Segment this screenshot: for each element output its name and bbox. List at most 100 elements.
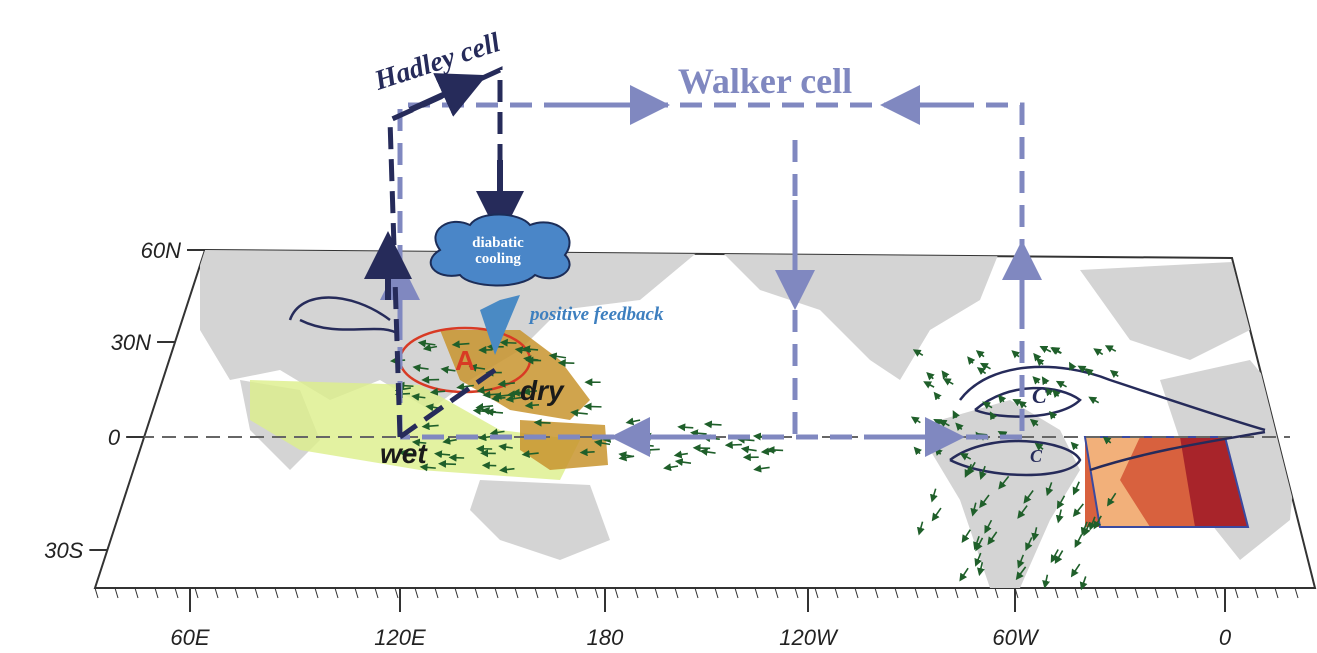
lon-label: 180 [587, 625, 624, 650]
minor-tick [1115, 588, 1118, 598]
cloud-label: cooling [475, 251, 521, 267]
minor-tick [775, 588, 778, 598]
minor-tick [275, 588, 278, 598]
minor-tick [1295, 588, 1298, 598]
minor-tick [895, 588, 898, 598]
minor-tick [415, 588, 418, 598]
wet-label: wet [380, 438, 428, 469]
minor-tick [195, 588, 198, 598]
minor-tick [955, 588, 958, 598]
cloud-label: diabatic [472, 235, 524, 251]
cyclone-label: C [1030, 446, 1043, 466]
minor-tick [1195, 588, 1198, 598]
minor-tick [435, 588, 438, 598]
minor-tick [455, 588, 458, 598]
minor-tick [735, 588, 738, 598]
wind-arrow [729, 445, 742, 446]
minor-tick [835, 588, 838, 598]
lat-label: 60N [141, 238, 181, 263]
feedback-label: positive feedback [528, 304, 664, 325]
minor-tick [1175, 588, 1178, 598]
minor-tick [695, 588, 698, 598]
minor-tick [215, 588, 218, 598]
figure: 60N30N030S 60E120E180120W60W0 diabatic c… [0, 0, 1317, 653]
lon-label: 60E [170, 625, 209, 650]
minor-tick [915, 588, 918, 598]
wind-arrow [538, 423, 551, 424]
minor-tick [515, 588, 518, 598]
minor-tick [715, 588, 718, 598]
lon-label: 120W [779, 625, 839, 650]
minor-tick [975, 588, 978, 598]
minor-tick [495, 588, 498, 598]
minor-tick [795, 588, 798, 598]
minor-tick [635, 588, 638, 598]
walker-label: Walker cell [678, 61, 852, 101]
minor-tick [1075, 588, 1078, 598]
minor-tick [855, 588, 858, 598]
minor-tick [335, 588, 338, 598]
minor-tick [375, 588, 378, 598]
minor-tick [875, 588, 878, 598]
minor-tick [355, 588, 358, 598]
lat-label: 0 [108, 425, 121, 450]
minor-tick [755, 588, 758, 598]
minor-tick [295, 588, 298, 598]
minor-tick [135, 588, 138, 598]
wind-arrow [694, 433, 707, 434]
hadley-label: Hadley cell [370, 27, 504, 97]
dry-label: dry [520, 375, 565, 406]
wind-arrow [681, 427, 693, 428]
minor-tick [1035, 588, 1038, 598]
wind-arrow [495, 398, 505, 399]
minor-tick [1095, 588, 1098, 598]
minor-tick [995, 588, 998, 598]
minor-tick [115, 588, 118, 598]
minor-tick [175, 588, 178, 598]
minor-tick [655, 588, 658, 598]
minor-tick [555, 588, 558, 598]
minor-tick [675, 588, 678, 598]
wind-arrow [501, 383, 514, 384]
minor-tick [255, 588, 258, 598]
minor-tick [1135, 588, 1138, 598]
minor-tick [575, 588, 578, 598]
lat-label: 30N [111, 330, 151, 355]
wind-arrow [438, 454, 450, 455]
minor-tick [95, 588, 98, 598]
lat-label: 30S [44, 538, 83, 563]
wind-arrow [434, 391, 445, 392]
minor-tick [315, 588, 318, 598]
wind-arrow [526, 349, 538, 350]
minor-tick [815, 588, 818, 598]
wind-arrow [765, 451, 776, 452]
minor-tick [475, 588, 478, 598]
minor-tick [595, 588, 598, 598]
wind-arrow [584, 452, 595, 453]
wind-arrow [770, 450, 783, 451]
wind-arrow [442, 464, 456, 465]
minor-tick [1255, 588, 1258, 598]
wind-arrow [486, 394, 500, 395]
minor-tick [1215, 588, 1218, 598]
minor-tick [935, 588, 938, 598]
cyclone-label: C [1032, 383, 1047, 408]
minor-tick [1275, 588, 1278, 598]
minor-tick [1235, 588, 1238, 598]
minor-tick [395, 588, 398, 598]
minor-tick [155, 588, 158, 598]
lon-label: 120E [374, 625, 426, 650]
anticyclone-label: A [455, 345, 475, 376]
wind-arrow [504, 343, 517, 344]
lon-label: 0 [1219, 625, 1232, 650]
wind-arrow [642, 445, 654, 446]
wind-arrow [708, 424, 722, 425]
minor-tick [1155, 588, 1158, 598]
wind-arrow [646, 449, 659, 450]
minor-tick [615, 588, 618, 598]
minor-tick [235, 588, 238, 598]
minor-tick [1055, 588, 1058, 598]
wind-arrow [426, 425, 439, 426]
minor-tick [535, 588, 538, 598]
